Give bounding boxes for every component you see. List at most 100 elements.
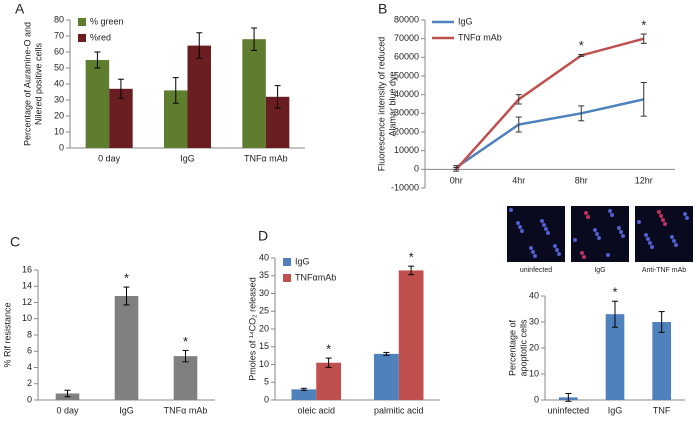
- legend-swatch: [283, 274, 291, 282]
- x-tick-label: 4hr: [512, 176, 525, 186]
- cell: [533, 254, 537, 258]
- error-bar: [578, 54, 585, 57]
- error-bar: [658, 311, 665, 333]
- y-tick-label: 30000: [394, 108, 419, 118]
- line: [455, 98, 645, 169]
- cell: [608, 209, 612, 213]
- y-tick-label: 14: [22, 281, 32, 291]
- y-tick-label: 70000: [394, 33, 419, 43]
- cell: [584, 211, 588, 215]
- y-tick-label: -10000: [391, 182, 419, 192]
- annotation: *: [612, 285, 617, 300]
- y-tick-label: 20: [54, 110, 64, 120]
- cell: [557, 252, 561, 256]
- y-tick-label: 5: [264, 377, 269, 387]
- cell: [593, 228, 597, 232]
- annotation: *: [641, 17, 646, 32]
- cell: [540, 219, 544, 223]
- micrograph-image: [571, 206, 629, 262]
- cell: [516, 221, 520, 225]
- y-tick-label: 0: [264, 394, 269, 404]
- y-tick-label: 0: [59, 142, 64, 152]
- cell: [648, 241, 652, 245]
- bar: [374, 353, 399, 400]
- y-axis-label: Percentage of Auramine-O and: [22, 22, 32, 146]
- panel-label: A: [15, 1, 25, 17]
- cell: [670, 235, 674, 239]
- cell: [610, 213, 614, 217]
- micrograph: [507, 206, 565, 262]
- cell: [606, 253, 610, 257]
- cell: [509, 208, 513, 212]
- cell: [597, 236, 601, 240]
- legend-label: TNFα mAb: [458, 32, 502, 42]
- error-bar: [640, 33, 647, 44]
- bar: [652, 322, 671, 400]
- error-bar: [515, 116, 522, 133]
- cell: [621, 234, 625, 238]
- cell: [644, 233, 648, 237]
- y-tick-label: 20: [529, 342, 539, 352]
- annotation: *: [183, 334, 188, 349]
- bar: [265, 96, 290, 148]
- x-tick-label: 0 day: [56, 405, 79, 415]
- y-axis-label: % Rif resistance: [2, 302, 12, 367]
- bar: [187, 45, 211, 148]
- x-tick-label: IgG: [180, 153, 195, 163]
- legend-swatch: [78, 34, 86, 42]
- cell: [573, 238, 577, 242]
- x-tick-label: palmitic acid: [374, 405, 424, 415]
- cell: [617, 226, 621, 230]
- y-tick-label: 60000: [394, 52, 419, 62]
- x-tick-label: TNFα mAb: [244, 153, 288, 163]
- bar: [109, 88, 133, 148]
- y-tick-label: 10: [529, 368, 539, 378]
- y-axis-label: apoptotic cells: [518, 319, 528, 377]
- y-tick-label: 30: [54, 94, 64, 104]
- micrograph-image: [507, 206, 565, 262]
- cell: [520, 229, 524, 233]
- y-tick-label: 8: [27, 329, 32, 339]
- cell: [529, 246, 533, 250]
- x-tick-label: TNFα mAb: [164, 405, 208, 415]
- y-tick-label: 30: [529, 316, 539, 326]
- error-bar: [383, 351, 390, 356]
- bar: [316, 362, 341, 400]
- y-tick-label: 0: [414, 164, 419, 174]
- cell: [542, 223, 546, 227]
- cell: [595, 232, 599, 236]
- cell: [544, 227, 548, 231]
- cell: [685, 216, 689, 220]
- y-tick-label: 70: [54, 30, 64, 40]
- cell: [659, 214, 663, 218]
- bar: [173, 356, 198, 400]
- cell: [637, 220, 641, 224]
- y-tick-label: 15: [259, 341, 269, 351]
- x-tick-label: 0hr: [450, 176, 463, 186]
- cell: [683, 212, 687, 216]
- x-tick-label: uninfected: [548, 405, 590, 415]
- y-axis-label: Fluorescence intensity of reduced: [376, 37, 386, 172]
- micrograph: [635, 206, 693, 262]
- error-bar: [300, 387, 307, 391]
- cell: [646, 237, 650, 241]
- y-tick-label: 50: [54, 62, 64, 72]
- y-tick-label: 40: [259, 252, 269, 262]
- x-tick-label: IgG: [119, 405, 134, 415]
- error-bar: [640, 82, 647, 117]
- y-tick-label: 2: [27, 378, 32, 388]
- bar: [85, 60, 110, 148]
- cell: [580, 251, 584, 255]
- y-tick-label: 40: [54, 78, 64, 88]
- x-tick-label: IgG: [608, 405, 623, 415]
- error-bar: [251, 27, 258, 51]
- y-tick-label: 10: [22, 313, 32, 323]
- error-bar: [64, 389, 71, 398]
- error-bar: [612, 300, 618, 328]
- panel-label: B: [378, 1, 387, 17]
- image-label: IgG: [594, 267, 605, 274]
- cell: [650, 245, 654, 249]
- cell: [531, 250, 535, 254]
- bar: [291, 389, 317, 400]
